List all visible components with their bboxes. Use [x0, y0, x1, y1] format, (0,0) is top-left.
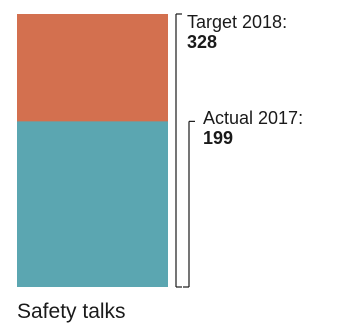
target-annotation-text: Target 2018:	[187, 12, 288, 32]
target-annotation-value: 328	[187, 32, 218, 52]
bar-actual-2017	[17, 121, 168, 288]
actual-annotation: Actual 2017: 199	[203, 108, 303, 148]
category-label: Safety talks	[17, 300, 126, 323]
target-annotation: Target 2018: 328	[187, 12, 287, 52]
actual-annotation-value: 199	[203, 128, 234, 148]
actual-annotation-text: Actual 2017:	[203, 108, 304, 128]
